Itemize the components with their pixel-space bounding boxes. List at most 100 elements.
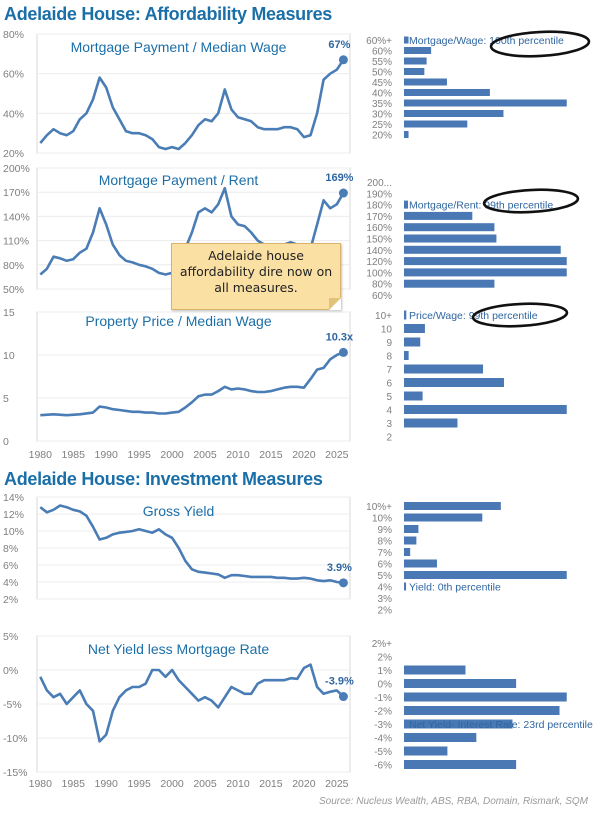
- end-value-label: 67%: [328, 39, 350, 51]
- hist-category-label: 3%: [378, 594, 393, 605]
- end-point-marker: [338, 188, 348, 198]
- hist-category-label: 50%: [372, 68, 392, 79]
- hist-category-label: 200...: [367, 178, 392, 189]
- y-tick-label: 110%: [3, 236, 29, 248]
- hist-bar: [404, 211, 473, 220]
- x-tick-label: 2020: [292, 778, 316, 790]
- hist-category-label: 4%: [378, 583, 393, 594]
- series-line: [39, 663, 345, 743]
- hist-bar: [404, 364, 484, 374]
- hist-category-label: -3%: [374, 720, 392, 731]
- hist-category-label: -5%: [374, 747, 392, 758]
- x-tick-label: 2010: [226, 778, 250, 790]
- end-value-label: 169%: [325, 172, 353, 184]
- hist-bar: [404, 571, 567, 579]
- x-tick-label: 1985: [62, 449, 86, 461]
- hist-category-label: 0%: [378, 680, 393, 691]
- hist-category-label: 60%: [372, 291, 392, 302]
- hist-bar: [404, 418, 458, 428]
- hist-bar: [404, 310, 407, 320]
- hist-bar: [404, 378, 504, 387]
- end-point-marker: [338, 578, 348, 588]
- percentile-annotation: Yield: 0th percentile: [409, 582, 501, 594]
- hist-category-label: 40%: [372, 89, 392, 100]
- hist-category-label: 5: [386, 392, 392, 403]
- hist-category-label: 3: [386, 419, 392, 430]
- hist-bar: [404, 223, 495, 232]
- y-tick-label: 40%: [3, 108, 24, 120]
- end-point-marker: [338, 347, 348, 357]
- hist-category-label: 2%+: [372, 639, 392, 650]
- x-tick-label: 1980: [29, 449, 53, 461]
- hist-category-label: 8: [386, 352, 392, 363]
- hist-bar: [404, 120, 468, 128]
- hist-bar: [404, 99, 567, 107]
- hist-bar: [404, 234, 497, 243]
- hist-category-label: -6%: [374, 761, 392, 772]
- hist-bar: [404, 68, 425, 75]
- y-tick-label: 8%: [3, 543, 18, 555]
- hist-category-label: 80%: [372, 280, 392, 291]
- y-tick-label: 14%: [3, 492, 24, 504]
- hist-category-label: 20%: [372, 131, 392, 142]
- y-tick-label: 170%: [3, 187, 30, 199]
- hist-category-label: 5%: [378, 571, 393, 582]
- hist-bar: [404, 548, 411, 556]
- hist-bar: [404, 268, 567, 277]
- source-credit: Source: Nucleus Wealth, ABS, RBA, Domain…: [319, 796, 588, 807]
- hist-category-label: 6%: [378, 560, 393, 571]
- hist-category-label: 2: [386, 433, 392, 444]
- hist-category-label: 55%: [372, 57, 392, 68]
- hist-bar: [404, 89, 490, 96]
- x-tick-label: 1985: [62, 778, 86, 790]
- x-tick-label: 2010: [226, 449, 250, 461]
- y-tick-label: 0%: [3, 665, 18, 677]
- hist-category-label: 45%: [372, 78, 392, 89]
- hist-category-label: 9%: [378, 525, 393, 536]
- hist-category-label: 190%: [366, 189, 392, 200]
- hist-category-label: 4: [386, 406, 392, 417]
- hist-bar: [404, 131, 409, 138]
- affordability-header: Adelaide House: Affordability Measures: [4, 4, 333, 24]
- hist-bar: [404, 245, 561, 254]
- hist-category-label: 160%: [366, 223, 392, 234]
- y-tick-label: -10%: [3, 733, 28, 745]
- hist-bar: [404, 525, 419, 533]
- hist-bar: [404, 692, 567, 702]
- hist-bar: [404, 78, 447, 86]
- y-tick-label: -5%: [3, 699, 22, 711]
- hist-category-label: 150%: [366, 235, 392, 246]
- end-point-marker: [338, 55, 348, 65]
- hist-bar: [404, 746, 448, 756]
- hist-category-label: -2%: [374, 707, 392, 718]
- y-tick-label: 200%: [3, 163, 30, 175]
- hist-bar: [404, 559, 437, 568]
- y-tick-label: 4%: [3, 577, 18, 589]
- sticky-note: Adelaide house affordability dire now on…: [171, 243, 341, 310]
- hist-category-label: 10%: [372, 514, 392, 525]
- hist-category-label: 60%: [372, 47, 392, 58]
- percentile-annotation: Mortgage/Rent: 99th percentile: [409, 200, 553, 212]
- hist-bar: [404, 733, 477, 742]
- hist-bar: [404, 760, 517, 769]
- hist-bar: [404, 513, 483, 522]
- hist-bar: [404, 391, 423, 401]
- y-tick-label: 6%: [3, 560, 18, 572]
- y-tick-label: 15: [3, 307, 15, 319]
- hist-bar: [404, 279, 495, 288]
- end-value-label: -3.9%: [325, 676, 354, 688]
- hist-category-label: 120%: [366, 257, 392, 268]
- y-tick-label: 2%: [3, 594, 18, 606]
- x-tick-label: 1980: [29, 778, 53, 790]
- series-line: [39, 504, 344, 585]
- hist-bar: [404, 47, 432, 54]
- hist-category-label: 6: [386, 379, 392, 390]
- panel-title: Mortgage Payment / Median Wage: [71, 39, 287, 55]
- y-tick-label: 10%: [3, 526, 24, 538]
- highlight-ellipse: [489, 30, 591, 58]
- percentile-annotation: Mortgage/Wage: 100th percentile: [409, 35, 564, 47]
- y-tick-label: 60%: [3, 69, 24, 81]
- x-tick-label: 1995: [127, 778, 151, 790]
- hist-bar: [404, 36, 409, 44]
- y-tick-label: 50%: [3, 284, 24, 296]
